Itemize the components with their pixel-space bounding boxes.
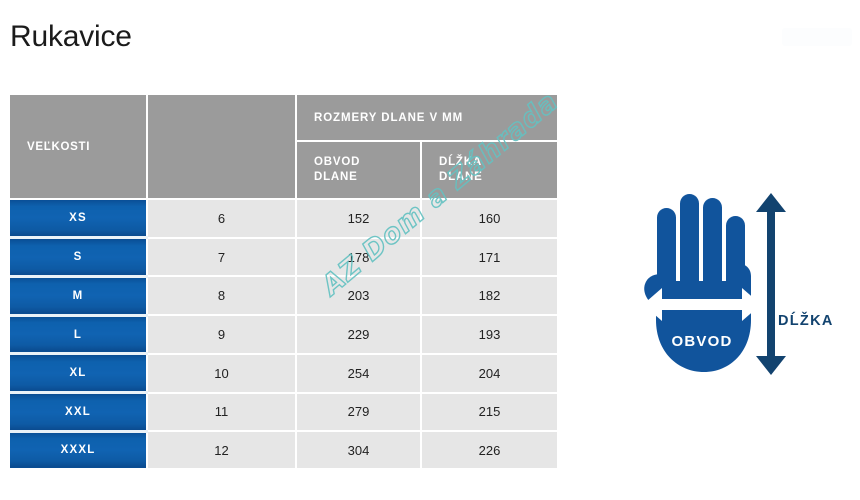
column-header-dlzka-dlane: DĹŽKA DLANE (421, 141, 557, 200)
column-header-obvod-line2: DLANE (314, 171, 358, 183)
cell-number: 7 (147, 237, 297, 278)
table-row: XS 6 152 160 (10, 199, 557, 240)
table-body: XS 6 152 160 S 7 178 171 M 8 203 182 L 9 229 193 XL 10 254… (10, 199, 557, 468)
column-header-dlzka-line1: DĹŽKA (439, 156, 482, 168)
cell-dlzka: 193 (421, 315, 557, 355)
cell-obvod: 203 (296, 276, 422, 317)
size-chart-table: VEĽKOSTI ROZMERY DLANE V MM OBVOD DLANE … (10, 95, 557, 468)
column-header-size-number (147, 95, 297, 200)
table-row: XXL 11 279 215 (10, 392, 557, 433)
table-header-row-sub: OBVOD DLANE DĹŽKA DLANE (10, 141, 557, 200)
cell-obvod: 152 (296, 199, 422, 239)
table-row: M 8 203 182 (10, 276, 557, 317)
cell-obvod: 229 (296, 315, 422, 355)
cell-obvod: 279 (296, 392, 422, 433)
column-header-obvod-dlane: OBVOD DLANE (296, 141, 422, 200)
cell-size: XXXL (10, 431, 148, 468)
column-header-group-rozmery: ROZMERY DLANE V MM (296, 95, 557, 142)
cell-size: M (10, 276, 148, 317)
cell-size: L (10, 315, 148, 356)
hand-palm-icon: OBVOD (643, 193, 786, 375)
cell-dlzka: 160 (421, 199, 557, 239)
cell-obvod: 254 (296, 353, 422, 394)
cell-number: 8 (147, 276, 297, 317)
hand-measurement-diagram: OBVOD DĹŽKA (620, 180, 860, 380)
cell-size: XL (10, 353, 148, 395)
column-header-obvod-line1: OBVOD (314, 156, 361, 168)
table-row: S 7 178 171 (10, 237, 557, 278)
cell-dlzka: 226 (421, 431, 557, 468)
cell-number: 9 (147, 315, 297, 355)
column-header-dlzka-line2: DLANE (439, 171, 483, 183)
cell-size: S (10, 237, 148, 278)
cell-dlzka: 182 (421, 276, 557, 317)
cell-number: 12 (147, 431, 297, 468)
cell-size: XS (10, 199, 148, 240)
cell-number: 6 (147, 199, 297, 239)
table-header-row-group: VEĽKOSTI ROZMERY DLANE V MM (10, 95, 557, 200)
table-row: L 9 229 193 (10, 315, 557, 356)
cell-number: 11 (147, 392, 297, 433)
table-row: XXXL 12 304 226 (10, 431, 557, 468)
table-head: VEĽKOSTI ROZMERY DLANE V MM OBVOD DLANE … (10, 95, 557, 200)
dlzka-label: DĹŽKA (778, 313, 834, 329)
table-row: XL 10 254 204 (10, 353, 557, 395)
cell-dlzka: 204 (421, 353, 557, 394)
column-header-velkosti: VEĽKOSTI (10, 95, 148, 200)
page-title: Rukavice (10, 20, 132, 53)
cell-obvod: 178 (296, 237, 422, 278)
obvod-label: OBVOD (671, 333, 732, 350)
cell-size: XXL (10, 392, 148, 433)
double-arrow-vertical-icon (756, 193, 786, 375)
size-chart-table-container: VEĽKOSTI ROZMERY DLANE V MM OBVOD DLANE … (10, 95, 557, 468)
corner-mark (782, 28, 852, 46)
cell-obvod: 304 (296, 431, 422, 468)
cell-dlzka: 171 (421, 237, 557, 278)
cell-number: 10 (147, 353, 297, 394)
double-arrow-horizontal-icon (643, 288, 761, 321)
cell-dlzka: 215 (421, 392, 557, 433)
